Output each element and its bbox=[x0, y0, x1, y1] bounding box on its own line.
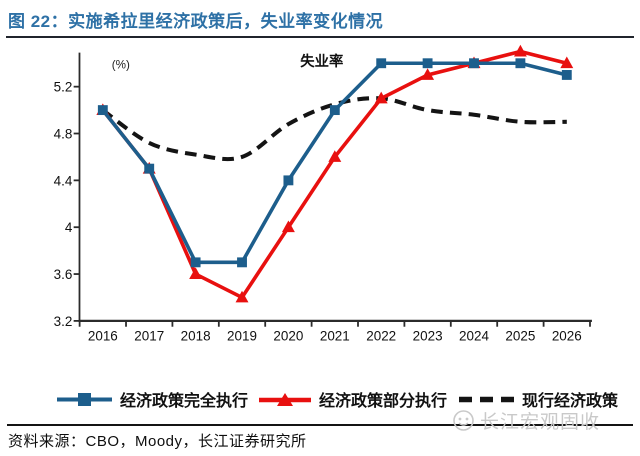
watermark-logo-icon bbox=[453, 410, 474, 431]
x-tick-label: 2017 bbox=[134, 329, 164, 344]
chart-legend: 经济政策完全执行 经济政策部分执行 现行经济政策 bbox=[56, 388, 618, 410]
series-0-marker-2026 bbox=[561, 70, 572, 80]
watermark-text: 长江宏观固收 bbox=[480, 412, 601, 433]
x-tick-label: 2023 bbox=[413, 329, 443, 344]
legend-label-current-policy: 现行经济政策 bbox=[522, 393, 619, 410]
series-0-marker-2023 bbox=[422, 58, 433, 69]
legend-label-policy-partial: 经济政策部分执行 bbox=[319, 393, 448, 410]
series-1-marker-2022 bbox=[374, 91, 388, 104]
x-tick-label: 2016 bbox=[88, 329, 118, 344]
series-1-marker-2026 bbox=[560, 56, 574, 69]
series-0-marker-2021 bbox=[329, 105, 340, 116]
x-tick-label: 2018 bbox=[181, 329, 211, 344]
x-tick-label: 2026 bbox=[552, 329, 582, 344]
y-tick-label: 4.4 bbox=[54, 173, 73, 188]
x-tick-label: 2021 bbox=[320, 329, 350, 344]
series-1-marker-2023 bbox=[421, 68, 435, 80]
series-1-marker-2019 bbox=[235, 290, 249, 303]
source-note: 资料来源：CBO，Moody，长江证券研究所 bbox=[8, 433, 307, 450]
y-tick-label: 5.2 bbox=[54, 80, 73, 95]
series-0-marker-2018 bbox=[190, 257, 201, 268]
watermark: 长江宏观固收 bbox=[452, 407, 600, 434]
series-0-marker-2025 bbox=[515, 58, 526, 69]
figure-title: 图 22：实施希拉里经济政策后，失业率变化情况 bbox=[8, 12, 384, 31]
title-divider bbox=[6, 36, 634, 38]
footer-divider bbox=[7, 424, 633, 426]
x-tick-label: 2025 bbox=[505, 329, 535, 344]
series-1-line bbox=[101, 49, 568, 300]
series-0-marker-2016 bbox=[97, 105, 108, 116]
series-1-marker-2021 bbox=[328, 150, 342, 162]
legend-swatch-red-triangle bbox=[259, 392, 312, 406]
y-tick-label: 3.2 bbox=[54, 314, 73, 329]
legend-swatch-blue-square bbox=[57, 392, 112, 406]
x-tick-label: 2019 bbox=[227, 329, 257, 344]
series-0-line bbox=[101, 61, 568, 265]
y-tick-label: 3.6 bbox=[54, 267, 73, 282]
legend-label-policy-full: 经济政策完全执行 bbox=[120, 393, 249, 410]
series-1-marker-2020 bbox=[281, 220, 295, 233]
series-2-line-dashed bbox=[101, 96, 567, 162]
series-0-marker-2019 bbox=[237, 257, 247, 268]
y-tick-label: 4 bbox=[65, 220, 73, 235]
series-0-marker-2024 bbox=[469, 58, 479, 69]
legend-item-policy-partial: 经济政策部分执行 bbox=[258, 387, 447, 411]
x-tick-label: 2020 bbox=[273, 329, 303, 344]
series-1-marker-2025 bbox=[513, 44, 527, 57]
series-0-marker-2020 bbox=[283, 175, 294, 186]
unemployment-rate-line-chart: 3.2 3.6 4 4.4 4.8 5.2 2016 2017 2018 2019 2020 2021… bbox=[54, 44, 592, 344]
legend-swatch-black-dash bbox=[459, 396, 515, 402]
series-1-marker-2018 bbox=[189, 267, 203, 279]
series-0-marker-2017 bbox=[144, 163, 155, 174]
legend-item-policy-full: 经济政策完全执行 bbox=[56, 387, 248, 411]
series-0-marker-2022 bbox=[376, 58, 387, 69]
legend-item-current-policy: 现行经济政策 bbox=[457, 387, 618, 411]
chart-title: 失业率 bbox=[300, 52, 343, 70]
y-tick-label: 4.8 bbox=[54, 126, 73, 141]
y-axis-unit-label: (%) bbox=[112, 59, 130, 72]
x-tick-label: 2024 bbox=[459, 329, 489, 344]
x-tick-label: 2022 bbox=[366, 329, 396, 344]
